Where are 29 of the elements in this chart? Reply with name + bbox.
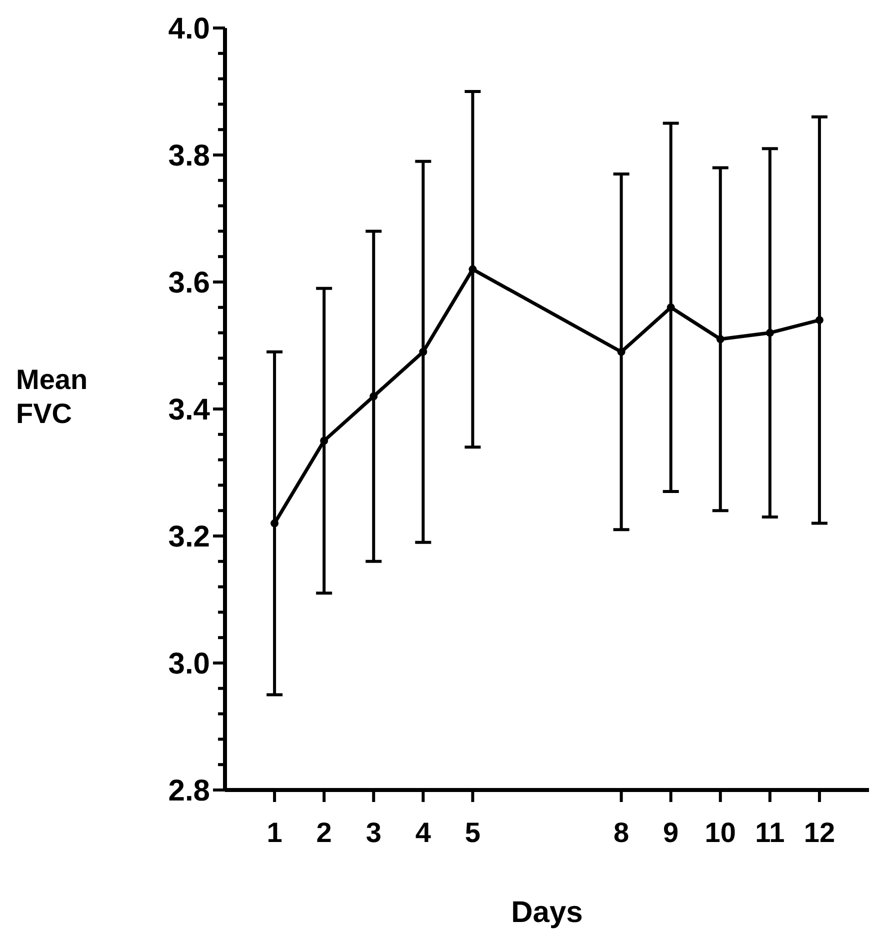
point: [617, 348, 626, 356]
x-tick-label: 5: [464, 817, 480, 848]
y-tick-label: 3.8: [168, 140, 210, 172]
y-axis-title: Mean FVC: [16, 364, 88, 429]
point: [468, 265, 477, 274]
y-tick-label: 3.2: [168, 520, 210, 554]
point: [320, 436, 328, 445]
x-tick-label: 10: [704, 817, 736, 848]
x-axis-title: Days: [511, 896, 583, 929]
x-tick-label: 3: [366, 817, 382, 848]
x-tick-label: 12: [804, 817, 836, 848]
y-tick-label: 2.8: [168, 774, 210, 808]
y-tick-label: 3.4: [168, 394, 210, 426]
x-tick-label: 11: [755, 817, 785, 848]
point: [419, 348, 428, 356]
point: [716, 335, 724, 344]
x-tick-label: 9: [663, 817, 679, 848]
y-tick-label: 3.6: [168, 266, 210, 300]
point: [766, 328, 774, 337]
point: [270, 519, 279, 528]
x-tick-label: 2: [316, 817, 332, 848]
y-tick-label: 3.0: [168, 648, 210, 680]
x-tick-label: 8: [614, 817, 630, 848]
point: [815, 316, 824, 324]
x-tick-label: 1: [266, 817, 282, 848]
point: [370, 392, 378, 400]
point: [666, 303, 675, 312]
x-tick-label: 4: [415, 817, 432, 848]
y-tick-label: 4.0: [168, 12, 210, 46]
